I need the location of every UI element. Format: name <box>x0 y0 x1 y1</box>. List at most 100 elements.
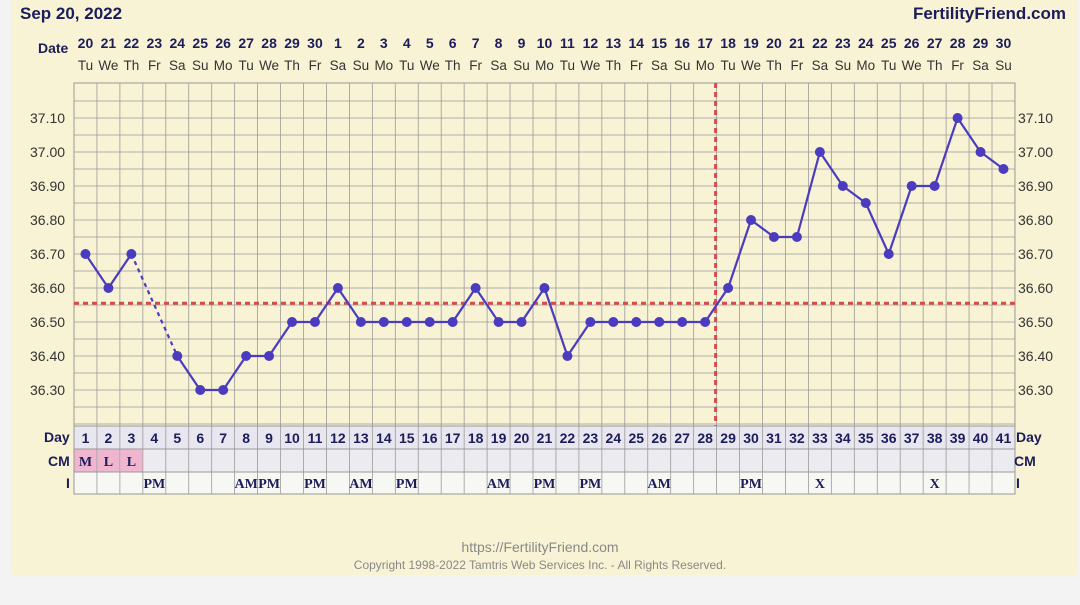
day-number: 3 <box>127 430 135 446</box>
day-number: 18 <box>468 430 484 446</box>
date-number: 29 <box>284 35 300 51</box>
temp-line-segment <box>543 287 569 357</box>
temp-line-segment <box>337 287 362 323</box>
weekday-label: Su <box>995 58 1012 73</box>
day-number: 31 <box>766 430 782 446</box>
date-number: 22 <box>812 35 828 51</box>
weekday-label: Th <box>605 58 621 73</box>
temp-point <box>631 317 642 327</box>
temp-point <box>814 147 825 157</box>
date-number: 26 <box>904 35 920 51</box>
intercourse-entry: PM <box>258 477 280 492</box>
temp-point <box>746 215 757 225</box>
y-tick-label-left: 36.90 <box>30 178 65 194</box>
weekday-label: Fr <box>951 58 964 73</box>
temp-point <box>585 317 596 327</box>
y-tick-label-left: 37.00 <box>30 144 65 160</box>
weekday-label: We <box>98 58 118 73</box>
weekday-label: Fr <box>309 58 322 73</box>
cm-cell-highlight <box>97 449 120 472</box>
weekday-label: Sa <box>330 58 347 73</box>
weekday-label: Su <box>353 58 370 73</box>
weekday-label: Mo <box>696 58 715 73</box>
y-tick-label-left: 36.40 <box>30 348 65 364</box>
day-row-label-right: Day <box>1016 429 1042 445</box>
date-number: 2 <box>357 35 365 51</box>
date-number: 9 <box>518 35 526 51</box>
temp-point <box>539 283 550 293</box>
weekday-label: We <box>580 58 600 73</box>
weekday-label: Sa <box>490 58 507 73</box>
y-tick-label-left: 36.80 <box>30 212 65 228</box>
day-number: 20 <box>514 430 530 446</box>
footer-copyright: Copyright 1998-2022 Tamtris Web Services… <box>353 558 727 572</box>
date-number: 23 <box>835 35 851 51</box>
site-brand[interactable]: FertilityFriend.com <box>912 4 1066 23</box>
weekday-label: Th <box>766 58 782 73</box>
day-number: 11 <box>308 430 323 446</box>
date-number: 20 <box>78 35 94 51</box>
temp-point <box>837 181 848 191</box>
temp-point <box>791 232 802 242</box>
date-number: 12 <box>583 35 599 51</box>
day-number: 12 <box>330 430 346 446</box>
date-number: 23 <box>147 35 163 51</box>
y-tick-label-left: 36.60 <box>30 280 65 296</box>
temp-point <box>562 351 573 361</box>
temp-line-segment <box>520 287 546 323</box>
intercourse-entry: PM <box>740 477 762 492</box>
weekday-label: Su <box>192 58 209 73</box>
day-number: 25 <box>628 430 644 446</box>
temp-line-segment <box>704 287 729 323</box>
temp-point <box>516 317 527 327</box>
temp-line-gap-segment <box>130 253 179 357</box>
day-number: 24 <box>606 430 622 446</box>
temp-point <box>355 317 366 327</box>
cm-row-label: CM <box>48 453 70 469</box>
date-number: 25 <box>881 35 897 51</box>
date-row-label: Date <box>38 40 69 56</box>
temp-point <box>952 113 963 123</box>
intercourse-entry: AM <box>648 477 671 492</box>
intercourse-entry: AM <box>349 477 372 492</box>
intercourse-entry: PM <box>534 477 556 492</box>
day-number: 40 <box>973 430 989 446</box>
temp-line-segment <box>474 287 500 323</box>
day-number: 38 <box>927 430 943 446</box>
temp-line-segment <box>727 219 753 289</box>
weekday-label: Fr <box>469 58 482 73</box>
date-number: 27 <box>927 35 943 51</box>
temp-line-segment <box>795 151 821 238</box>
temp-point <box>172 351 183 361</box>
weekday-label: Tu <box>560 58 575 73</box>
date-number: 16 <box>674 35 690 51</box>
temp-point <box>103 283 114 293</box>
cm-row-label-right: CM <box>1014 453 1036 469</box>
temp-point <box>700 317 711 327</box>
footer-url[interactable]: https://FertilityFriend.com <box>461 539 619 555</box>
temp-line-segment <box>107 253 133 289</box>
cm-cell-highlight <box>74 449 97 472</box>
temp-line-segment <box>176 355 202 391</box>
date-number: 6 <box>449 35 457 51</box>
weekday-label: Th <box>927 58 943 73</box>
weekday-label: We <box>420 58 440 73</box>
weekday-label: Th <box>445 58 461 73</box>
day-number: 19 <box>491 430 507 446</box>
date-number: 7 <box>472 35 480 51</box>
weekday-label: Th <box>284 58 300 73</box>
day-number: 29 <box>720 430 736 446</box>
temp-line-segment <box>566 321 592 357</box>
cm-row <box>73 448 1016 473</box>
day-number: 17 <box>445 430 461 446</box>
date-number: 20 <box>766 35 782 51</box>
temp-point <box>883 249 894 259</box>
weekday-label: Fr <box>148 58 161 73</box>
temp-line-segment <box>314 287 339 323</box>
temp-point <box>654 317 665 327</box>
y-tick-label-right: 36.80 <box>1018 212 1053 228</box>
cm-cell-highlight <box>120 449 143 472</box>
intercourse-entry: PM <box>304 477 326 492</box>
temp-line-segment <box>222 355 248 391</box>
temp-line-segment <box>84 253 110 289</box>
